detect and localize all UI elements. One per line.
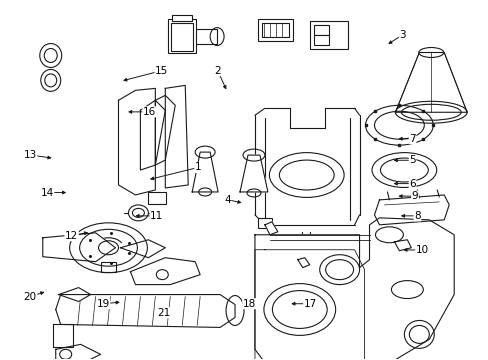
- Bar: [171, 23, 193, 50]
- Text: 17: 17: [303, 299, 316, 309]
- Bar: [309, 21, 347, 49]
- Polygon shape: [56, 345, 101, 360]
- Text: 8: 8: [413, 211, 420, 221]
- Text: 13: 13: [23, 150, 37, 160]
- Polygon shape: [165, 85, 188, 188]
- Polygon shape: [192, 152, 218, 192]
- Bar: [262, 23, 288, 37]
- Polygon shape: [120, 240, 165, 258]
- Bar: [168, 19, 196, 54]
- Polygon shape: [59, 288, 90, 302]
- Polygon shape: [42, 233, 115, 262]
- Bar: [294, 248, 314, 263]
- Text: 1: 1: [195, 162, 201, 172]
- Text: 4: 4: [224, 195, 230, 205]
- Polygon shape: [56, 294, 235, 328]
- Polygon shape: [394, 240, 410, 251]
- Bar: [101, 262, 116, 272]
- Bar: [313, 24, 328, 35]
- Bar: [258, 19, 292, 41]
- Text: 7: 7: [408, 134, 415, 144]
- Bar: [388, 282, 408, 288]
- Polygon shape: [297, 258, 309, 268]
- Polygon shape: [118, 88, 155, 195]
- Text: 12: 12: [65, 231, 78, 240]
- Text: 20: 20: [23, 292, 37, 302]
- Polygon shape: [264, 222, 277, 235]
- Text: 5: 5: [408, 155, 415, 165]
- Text: 19: 19: [97, 299, 110, 309]
- Bar: [313, 35, 328, 45]
- Text: 10: 10: [415, 245, 428, 255]
- Text: 15: 15: [155, 66, 168, 76]
- Polygon shape: [254, 250, 364, 360]
- Bar: [148, 192, 166, 204]
- Text: 18: 18: [242, 299, 256, 309]
- Bar: [392, 285, 406, 323]
- Bar: [192, 28, 217, 44]
- Text: 9: 9: [411, 191, 417, 201]
- Text: 2: 2: [214, 66, 221, 76]
- Text: 11: 11: [150, 211, 163, 221]
- Polygon shape: [395, 53, 466, 112]
- Text: 6: 6: [408, 179, 415, 189]
- Polygon shape: [53, 324, 73, 347]
- Bar: [172, 15, 192, 21]
- Text: 3: 3: [399, 30, 406, 40]
- Polygon shape: [374, 195, 448, 225]
- Text: 16: 16: [142, 107, 156, 117]
- Text: 14: 14: [41, 188, 54, 198]
- Polygon shape: [155, 95, 175, 165]
- Polygon shape: [140, 100, 165, 170]
- Polygon shape: [254, 218, 453, 360]
- Text: 21: 21: [157, 308, 170, 318]
- Polygon shape: [240, 155, 267, 192]
- Bar: [258, 218, 271, 228]
- Polygon shape: [130, 258, 200, 285]
